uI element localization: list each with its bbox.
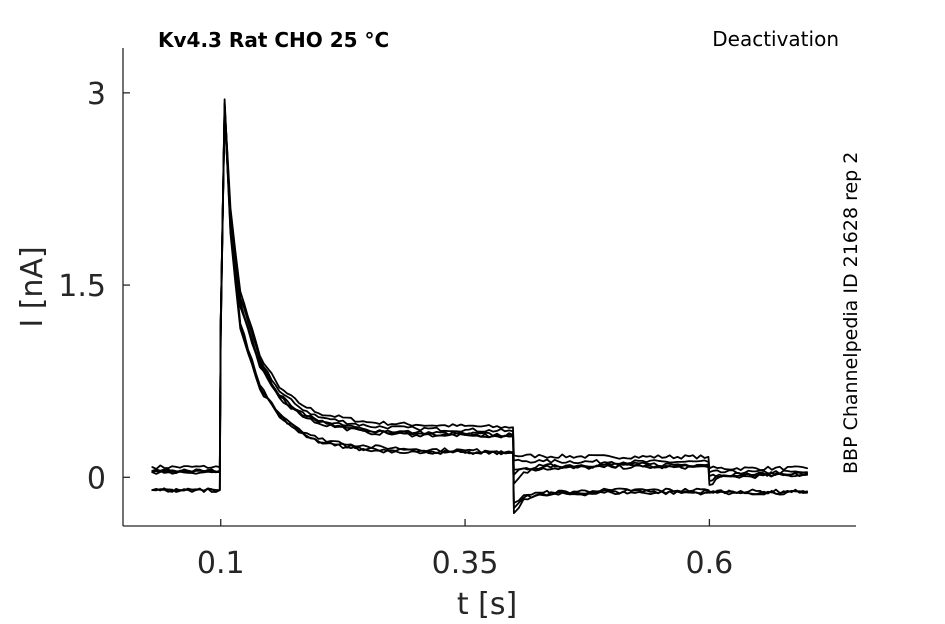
x-axis-label: t [s] <box>457 587 517 622</box>
x-tick-label: 0.35 <box>432 546 499 581</box>
protocol-label: Deactivation <box>712 27 839 51</box>
current-trace-5 <box>151 113 808 478</box>
current-trace-8 <box>151 108 808 515</box>
chart-title: Kv4.3 Rat CHO 25 °C <box>158 28 389 52</box>
plot-area <box>151 98 808 515</box>
current-trace-1 <box>151 104 808 471</box>
y-tick-label: 1.5 <box>58 269 106 304</box>
source-id-label: BBP Channelpedia ID 21628 rep 2 <box>840 152 862 474</box>
current-trace-6 <box>151 98 808 509</box>
y-tick-label: 0 <box>87 461 106 496</box>
current-trace-2 <box>151 102 808 475</box>
current-trace-4 <box>151 111 808 486</box>
x-tick-label: 0.6 <box>686 546 734 581</box>
trace-group <box>151 98 808 515</box>
current-trace-3 <box>151 107 808 482</box>
y-tick-label: 3 <box>87 77 106 112</box>
x-tick-label: 0.1 <box>197 546 245 581</box>
current-trace-7 <box>151 104 808 504</box>
tick-group: 0.1 0.35 0.6 0 1.5 3 <box>58 77 733 581</box>
y-axis-label: I [nA] <box>15 246 50 327</box>
